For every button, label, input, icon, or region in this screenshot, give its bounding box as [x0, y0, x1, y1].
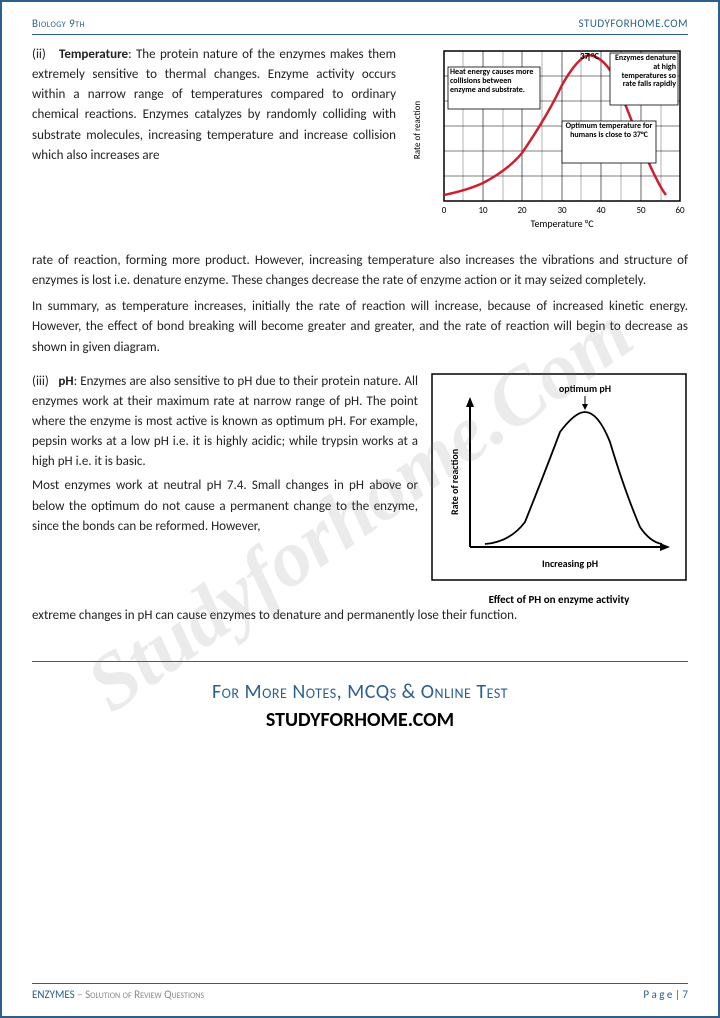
promo-line2: STUDYFORHOME.COM [32, 708, 688, 732]
svg-text:60: 60 [675, 205, 685, 216]
ph-p1: : Enzymes are also sensitive to pH due t… [32, 374, 418, 470]
ph-p2: Most enzymes work at neutral pH 7.4. Sma… [32, 476, 418, 536]
svg-text:10: 10 [478, 205, 488, 216]
svg-text:30: 30 [557, 205, 567, 216]
header-right: STUDYFORHOME.COM [579, 17, 688, 30]
footer-left: ENZYMES – Solution of Review Questions [32, 988, 204, 1001]
ph-chart-caption: Effect of PH on enzyme activity [430, 593, 688, 606]
ph-heading: pH [58, 374, 73, 389]
svg-text:optimum pH: optimum pH [559, 382, 611, 395]
page-header: Biology 9th STUDYFORHOME.COM [32, 17, 688, 35]
page-footer: ENZYMES – Solution of Review Questions P… [32, 983, 688, 1001]
section-heading: Temperature [59, 47, 128, 62]
temp-chart-svg: Rate of reaction 0 10 20 30 40 50 60 Temperatu… [408, 45, 688, 245]
ph-num: (iii) [32, 374, 49, 389]
ph-chart-svg: optimum pH Rate of reaction Increasing p… [430, 372, 688, 582]
header-left: Biology 9th [32, 17, 85, 30]
temperature-section: (ii) Temperature: The protein nature of … [32, 45, 688, 245]
footer-page: P a g e | 7 [643, 988, 688, 1001]
ph-text: (iii) pH: Enzymes are also sensitive to … [32, 372, 418, 606]
ph-p3: extreme changes in pH can cause enzymes … [32, 606, 688, 626]
temperature-chart: Rate of reaction 0 10 20 30 40 50 60 Temperatu… [408, 45, 688, 245]
ph-chart: optimum pH Rate of reaction Increasing p… [430, 372, 688, 606]
temperature-text: (ii) Temperature: The protein nature of … [32, 45, 396, 245]
svg-text:Increasing pH: Increasing pH [542, 557, 598, 570]
svg-text:20: 20 [517, 205, 527, 216]
section-num: (ii) [32, 47, 46, 62]
document-page: Studyforhome.Com Biology 9th STUDYFORHOM… [0, 0, 720, 1018]
temp-p2: rate of reaction, forming more product. … [32, 251, 688, 291]
svg-text:0: 0 [442, 205, 447, 216]
temp-p1: : The protein nature of the enzymes make… [32, 47, 396, 163]
svg-text:Rate of reaction: Rate of reaction [448, 449, 461, 515]
ph-section: (iii) pH: Enzymes are also sensitive to … [32, 372, 688, 606]
svg-text:50: 50 [636, 205, 646, 216]
svg-text:37 °C: 37 °C [580, 51, 599, 62]
promo-block: For More Notes, MCQs & Online Test STUDY… [32, 661, 688, 732]
temp-p3: In summary, as temperature increases, in… [32, 297, 688, 357]
svg-text:Rate of reaction: Rate of reaction [412, 101, 423, 159]
promo-line1: For More Notes, MCQs & Online Test [32, 680, 688, 704]
svg-text:Temperature °C: Temperature °C [530, 217, 594, 230]
svg-text:40: 40 [596, 205, 606, 216]
